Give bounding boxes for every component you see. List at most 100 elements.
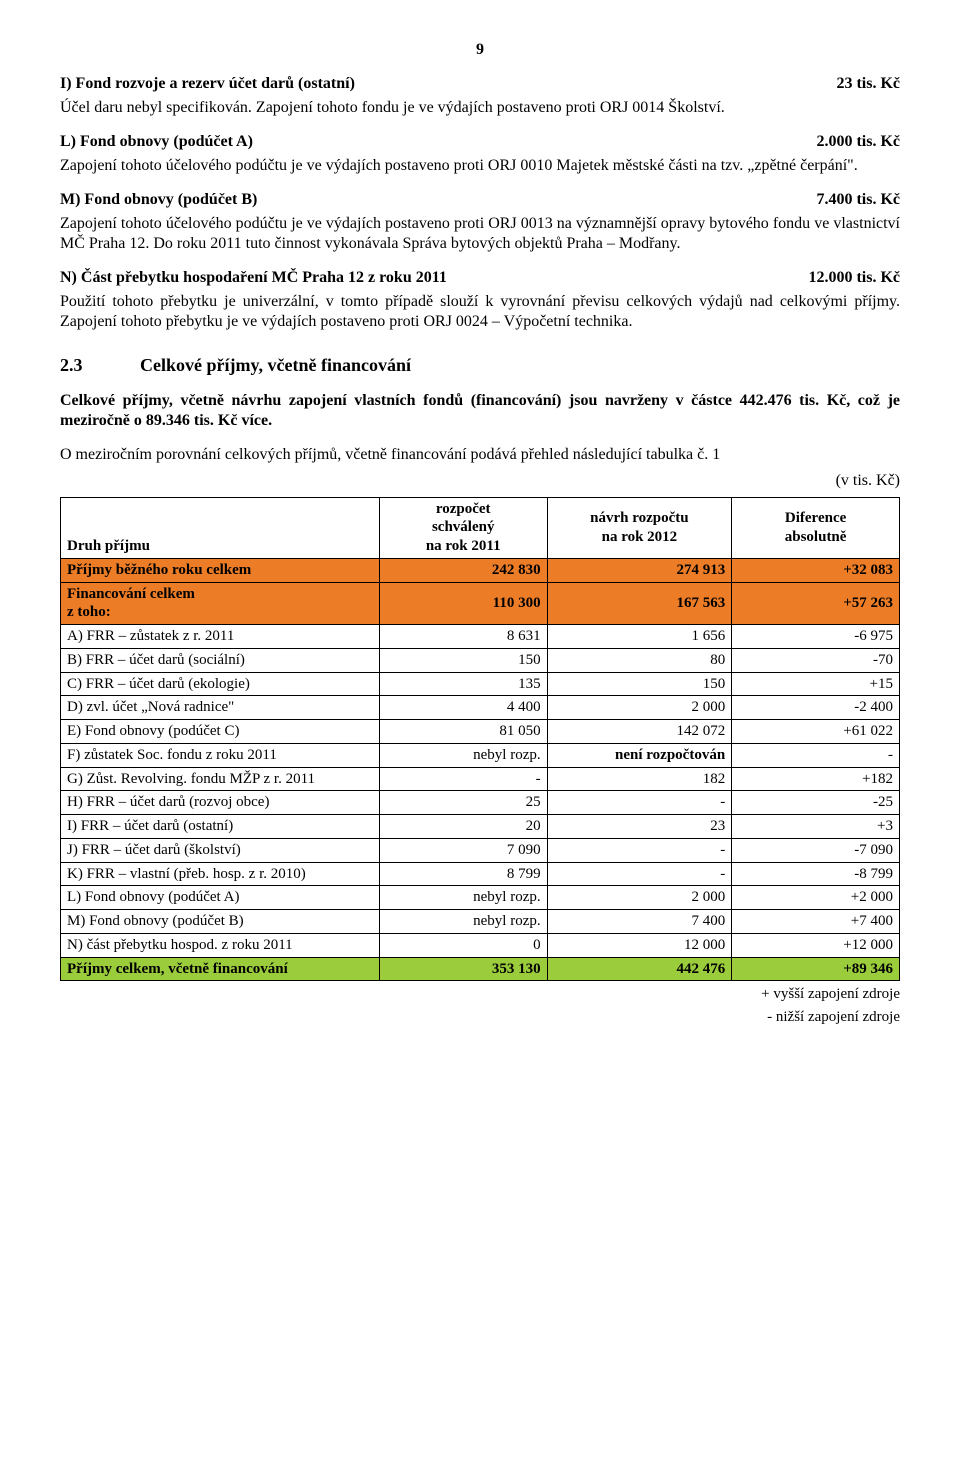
cell-label: I) FRR – účet darů (ostatní) <box>61 815 380 839</box>
th-c2-l1: návrh rozpočtu <box>590 510 688 526</box>
row-prijmy-bezneho: Příjmy běžného roku celkem 242 830 274 9… <box>61 558 900 582</box>
cell-c1: 242 830 <box>379 558 547 582</box>
cell-c3: +32 083 <box>732 558 900 582</box>
table-header-row: Druh příjmu rozpočet schválený na rok 20… <box>61 497 900 558</box>
cell-c1: 20 <box>379 815 547 839</box>
cell-c3: -7 090 <box>732 838 900 862</box>
table-row: F) zůstatek Soc. fondu z roku 2011nebyl … <box>61 743 900 767</box>
cell-c1: nebyl rozp. <box>379 910 547 934</box>
table-row: N) část přebytku hospod. z roku 2011012 … <box>61 933 900 957</box>
cell-c2: 2 000 <box>547 696 732 720</box>
heading-2-3: 2.3 Celkové příjmy, včetně financování <box>60 354 900 377</box>
cell-c3: +12 000 <box>732 933 900 957</box>
th-c1-l1: rozpočet <box>436 501 491 517</box>
th-c1-l3: na rok 2011 <box>426 538 501 554</box>
cell-c1: 135 <box>379 672 547 696</box>
cell-c2: - <box>547 862 732 886</box>
cell-c1: 110 300 <box>379 582 547 625</box>
cell-c1: 8 799 <box>379 862 547 886</box>
section-n-body: Použití tohoto přebytku je univerzální, … <box>60 292 900 332</box>
cell-c3: +182 <box>732 767 900 791</box>
cell-label: A) FRR – zůstatek z r. 2011 <box>61 625 380 649</box>
table-row: H) FRR – účet darů (rozvoj obce)25--25 <box>61 791 900 815</box>
cell-c2: 274 913 <box>547 558 732 582</box>
cell-c1: 7 090 <box>379 838 547 862</box>
cell-label: J) FRR – účet darů (školství) <box>61 838 380 862</box>
cell-c3: +89 346 <box>732 957 900 981</box>
income-table: Druh příjmu rozpočet schválený na rok 20… <box>60 497 900 982</box>
cell-c1: nebyl rozp. <box>379 886 547 910</box>
cell-c1: 4 400 <box>379 696 547 720</box>
table-row: M) Fond obnovy (podúčet B)nebyl rozp.7 4… <box>61 910 900 934</box>
row-total: Příjmy celkem, včetně financování 353 13… <box>61 957 900 981</box>
cell-c2: - <box>547 838 732 862</box>
table-row: B) FRR – účet darů (sociální)15080-70 <box>61 648 900 672</box>
cell-c1: 0 <box>379 933 547 957</box>
section-l-title: L) Fond obnovy (podúčet A) <box>60 132 253 152</box>
cell-label: M) Fond obnovy (podúčet B) <box>61 910 380 934</box>
cell-c1: 150 <box>379 648 547 672</box>
row-financovani: Financování celkem z toho: 110 300 167 5… <box>61 582 900 625</box>
cell-label: K) FRR – vlastní (přeb. hosp. z r. 2010) <box>61 862 380 886</box>
section-m-title: M) Fond obnovy (podúčet B) <box>60 190 257 210</box>
cell-c1: 8 631 <box>379 625 547 649</box>
footnote-minus: - nižší zapojení zdroje <box>60 1008 900 1027</box>
cell-c2: 182 <box>547 767 732 791</box>
unit-note: (v tis. Kč) <box>60 471 900 491</box>
table-row: L) Fond obnovy (podúčet A)nebyl rozp.2 0… <box>61 886 900 910</box>
cell-label: C) FRR – účet darů (ekologie) <box>61 672 380 696</box>
cell-c2: 7 400 <box>547 910 732 934</box>
cell-c3: -2 400 <box>732 696 900 720</box>
section-m-body: Zapojení tohoto účelového podúčtu je ve … <box>60 214 900 254</box>
cell-label: B) FRR – účet darů (sociální) <box>61 648 380 672</box>
cell-label: E) Fond obnovy (podúčet C) <box>61 720 380 744</box>
table-row: A) FRR – zůstatek z r. 20118 6311 656-6 … <box>61 625 900 649</box>
cell-c3: -25 <box>732 791 900 815</box>
cell-label: N) část přebytku hospod. z roku 2011 <box>61 933 380 957</box>
section-m-header: M) Fond obnovy (podúčet B) 7.400 tis. Kč <box>60 190 900 210</box>
section-n-header: N) Část přebytku hospodaření MČ Praha 12… <box>60 268 900 288</box>
section-n-title: N) Část přebytku hospodaření MČ Praha 12… <box>60 268 447 288</box>
cell-c3: -70 <box>732 648 900 672</box>
th-c3-l2: absolutně <box>785 529 847 545</box>
heading-2-3-num: 2.3 <box>60 354 140 377</box>
section-i-body: Účel daru nebyl specifikován. Zapojení t… <box>60 98 900 118</box>
cell-c1: nebyl rozp. <box>379 743 547 767</box>
section-l-amount: 2.000 tis. Kč <box>816 132 900 152</box>
cell-label: Příjmy celkem, včetně financování <box>61 957 380 981</box>
cell-label: D) zvl. účet „Nová radnice" <box>61 696 380 720</box>
cell-label: H) FRR – účet darů (rozvoj obce) <box>61 791 380 815</box>
cell-c2: 23 <box>547 815 732 839</box>
cell-c1: 353 130 <box>379 957 547 981</box>
fin-l2: z toho: <box>67 604 111 620</box>
cell-c3: -6 975 <box>732 625 900 649</box>
cell-c2: 442 476 <box>547 957 732 981</box>
heading-2-3-text: Celkové příjmy, včetně financování <box>140 354 411 377</box>
cell-c2: 80 <box>547 648 732 672</box>
table-row: E) Fond obnovy (podúčet C)81 050142 072+… <box>61 720 900 744</box>
summary-bold: Celkové příjmy, včetně návrhu zapojení v… <box>60 391 900 431</box>
cell-c2: 142 072 <box>547 720 732 744</box>
cell-c2: 1 656 <box>547 625 732 649</box>
fin-l1: Financování celkem <box>67 586 195 602</box>
cell-c2: není rozpočtován <box>547 743 732 767</box>
section-i-amount: 23 tis. Kč <box>836 74 900 94</box>
cell-c3: +2 000 <box>732 886 900 910</box>
cell-c2: - <box>547 791 732 815</box>
section-i-title: I) Fond rozvoje a rezerv účet darů (osta… <box>60 74 355 94</box>
table-row: D) zvl. účet „Nová radnice"4 4002 000-2 … <box>61 696 900 720</box>
cell-c2: 12 000 <box>547 933 732 957</box>
cell-c3: - <box>732 743 900 767</box>
cell-c2: 167 563 <box>547 582 732 625</box>
cell-c3: +3 <box>732 815 900 839</box>
section-l-body: Zapojení tohoto účelového podúčtu je ve … <box>60 156 900 176</box>
cell-c2: 2 000 <box>547 886 732 910</box>
th-c1-l2: schválený <box>432 519 495 535</box>
th-c3-l1: Diference <box>785 510 846 526</box>
th-c2-l2: na rok 2012 <box>602 529 678 545</box>
summary-para: O meziročním porovnání celkových příjmů,… <box>60 445 900 465</box>
cell-c1: 25 <box>379 791 547 815</box>
cell-c1: - <box>379 767 547 791</box>
table-row: G) Zůst. Revolving. fondu MŽP z r. 2011-… <box>61 767 900 791</box>
cell-label: Příjmy běžného roku celkem <box>61 558 380 582</box>
